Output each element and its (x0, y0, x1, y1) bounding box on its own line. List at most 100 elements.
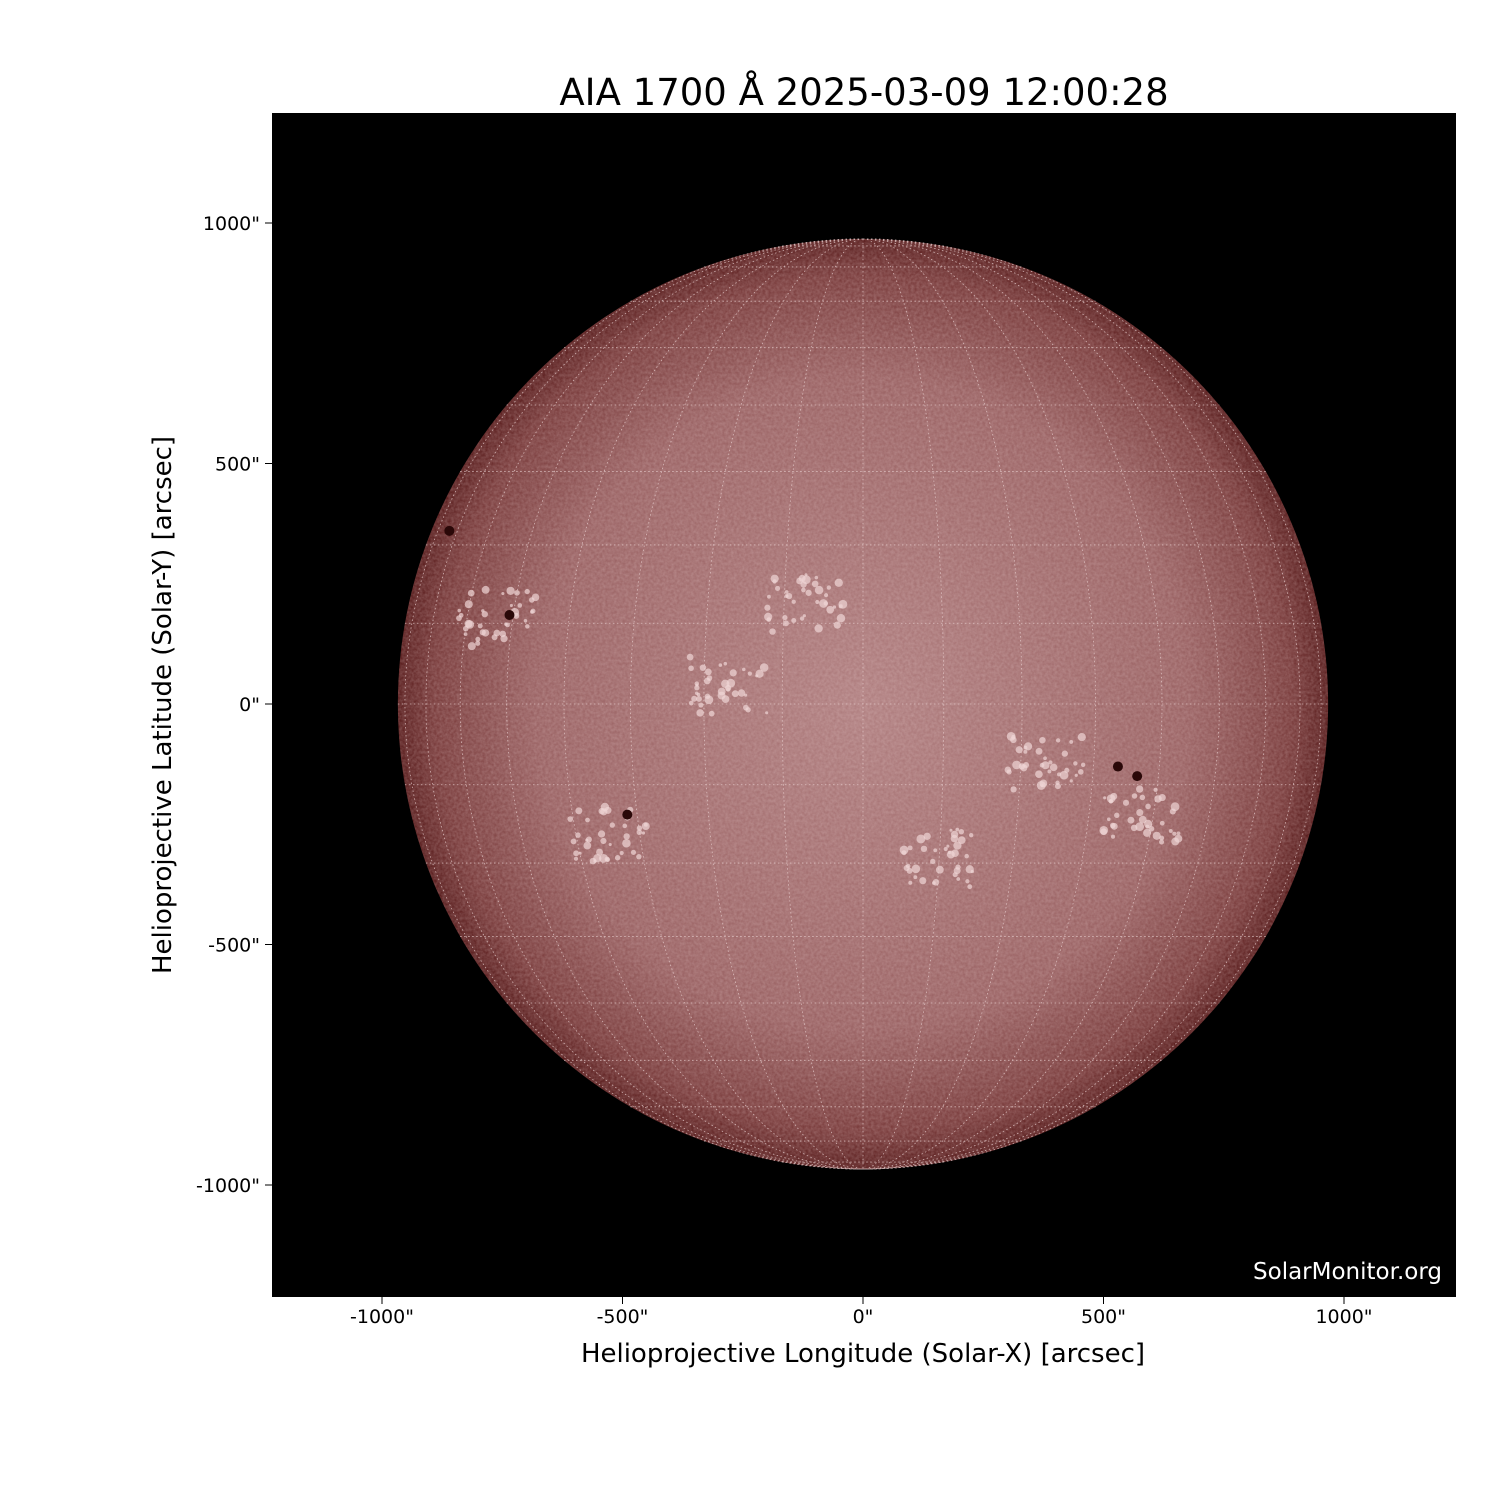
plage-point (475, 636, 481, 642)
plage-point (481, 610, 488, 618)
y-tick-label: -1000" (196, 1175, 260, 1197)
plage-point (755, 674, 759, 678)
grid-meridian (862, 238, 1301, 1170)
plage-point (770, 574, 779, 583)
plage-point (801, 587, 806, 593)
plage-point (1145, 803, 1151, 810)
plage-point (919, 877, 927, 885)
x-tick-label: -500" (597, 1306, 649, 1328)
plage-point (968, 833, 974, 838)
plage-point (949, 828, 953, 832)
plage-point (1176, 831, 1181, 836)
plage-point (704, 695, 714, 705)
plage-point (501, 591, 505, 596)
plage-point (475, 640, 481, 646)
y-axis-label: Helioprojective Latitude (Solar-Y) [arcs… (148, 436, 178, 974)
plage-point (523, 619, 528, 623)
plage-point (724, 684, 732, 692)
plage-point (950, 830, 959, 839)
plage-point (1159, 820, 1165, 826)
x-tick-label: 1000" (1315, 1306, 1372, 1328)
plage-point (686, 653, 694, 661)
plage-point (729, 669, 737, 677)
heliographic-grid (397, 238, 1329, 1170)
plage-point (913, 875, 918, 880)
plage-point (1145, 824, 1150, 829)
plage-point (596, 848, 603, 856)
plage-point (698, 702, 704, 708)
plage-point (1170, 802, 1180, 812)
plage-point (1099, 826, 1109, 835)
plage-point (643, 822, 648, 827)
plage-point (947, 850, 952, 855)
plage-point (583, 841, 592, 850)
plage-point (833, 621, 841, 629)
plage-point (491, 634, 498, 641)
plage-point (765, 711, 769, 715)
plage-point (931, 881, 936, 885)
plage-point (1035, 747, 1043, 755)
plage-group (456, 573, 1183, 890)
plage-point (585, 838, 589, 842)
plage-point (1077, 769, 1084, 775)
plage-point (742, 667, 746, 672)
plage-point (1106, 817, 1111, 822)
plage-point (916, 834, 926, 844)
plage-point (1039, 762, 1045, 768)
plage-point (957, 836, 966, 845)
plage-point (784, 590, 789, 594)
plage-point (622, 823, 628, 829)
plage-point (481, 609, 485, 613)
plage-point (1061, 750, 1068, 757)
plage-point (1024, 742, 1033, 751)
plage-point (814, 624, 823, 633)
plage-point (1077, 733, 1086, 742)
plage-point (1041, 761, 1050, 770)
plage-point (598, 807, 605, 815)
plage-point (597, 830, 606, 838)
x-axis-label: Helioprojective Longitude (Solar-X) [arc… (581, 1339, 1145, 1369)
plage-point (1136, 809, 1144, 817)
watermark: SolarMonitor.org (1253, 1259, 1442, 1285)
plage-point (1048, 760, 1053, 765)
y-tick-label: 0" (239, 694, 260, 716)
plage-point (636, 829, 643, 836)
plage-point (791, 599, 796, 604)
plage-point (1143, 828, 1152, 837)
axis-ticks: -1000" -500" 0" 500" 1000" -1000" -500" 0" 500" 1… (196, 213, 1373, 1328)
plage-point (836, 614, 846, 623)
plage-point (1015, 746, 1023, 754)
plage-point (688, 700, 694, 706)
plage-point (513, 612, 520, 619)
plage-point (688, 665, 694, 672)
plage-point (907, 845, 913, 851)
plage-point (970, 869, 975, 874)
plage-point (953, 841, 962, 850)
plage-point (811, 580, 819, 588)
plage-point (1069, 779, 1073, 783)
plage-point (509, 603, 513, 607)
y-tick-label: 1000" (203, 213, 260, 235)
plage-point (636, 825, 643, 831)
plage-point (802, 614, 806, 618)
plage-point (1073, 761, 1078, 766)
plage-point (1055, 738, 1061, 743)
plage-point (799, 616, 805, 621)
plage-point (499, 630, 507, 638)
plage-point (695, 683, 699, 687)
sunspot (504, 610, 515, 621)
plage-point (1139, 794, 1146, 801)
plage-point (805, 589, 812, 596)
plage-point (723, 661, 728, 666)
plage-point (767, 594, 771, 599)
plage-point (623, 833, 630, 840)
plage-point (1127, 816, 1135, 824)
plage-point (696, 696, 702, 702)
plage-point (570, 838, 577, 845)
plage-point (600, 837, 607, 845)
plage-point (1168, 829, 1173, 833)
plage-point (908, 880, 913, 885)
grid-meridian (862, 238, 1220, 1170)
grid-meridian (703, 238, 864, 1170)
grid-meridian (506, 238, 864, 1170)
